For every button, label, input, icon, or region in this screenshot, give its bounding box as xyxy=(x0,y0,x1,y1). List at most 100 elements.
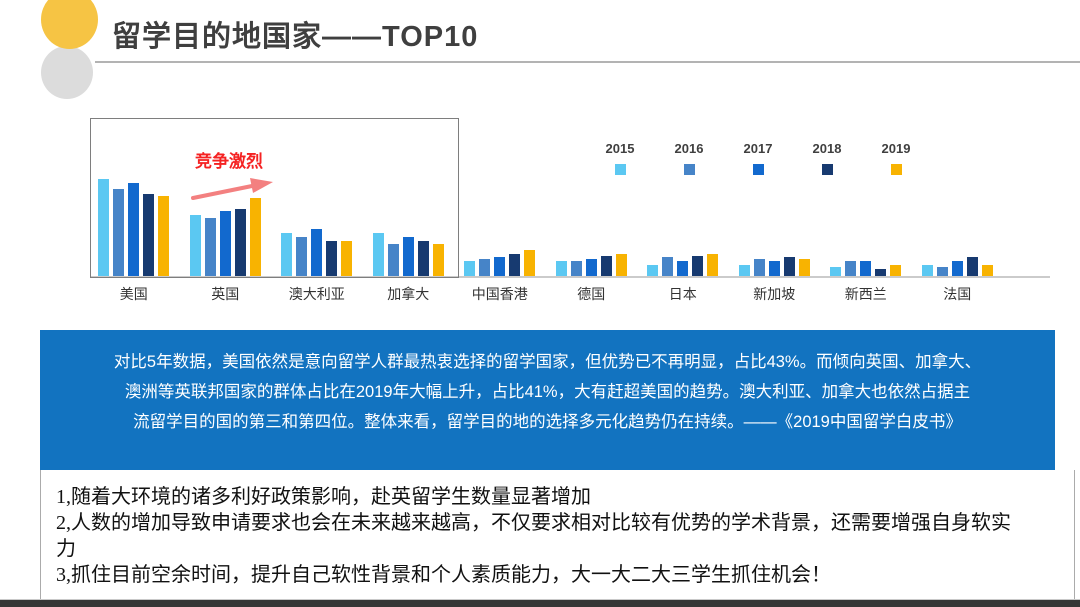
legend-swatch-icon xyxy=(821,164,833,175)
bar-2018 xyxy=(600,256,612,276)
bar-2019 xyxy=(981,265,993,276)
bar-2019 xyxy=(890,265,902,276)
notes-list: 1,随着大环境的诸多利好政策影响，赴英留学生数量显著增加 2,人数的增加导致申请要… xyxy=(56,484,1024,588)
note-item: 2,人数的增加导致申请要求也会在未来越来越高，不仅要求相对比较有优势的学术背景，… xyxy=(56,512,1011,560)
bar-group xyxy=(180,118,272,276)
legend-label: 2019 xyxy=(881,141,911,156)
summary-line: 流留学目的国的第三和第四位。整体来看，留学目的地的选择多元化趋势仍在持续。——《… xyxy=(133,413,962,431)
legend-swatch-icon xyxy=(890,164,902,175)
bar-2016 xyxy=(845,261,857,276)
bar-group xyxy=(820,118,912,276)
bar-2018 xyxy=(326,241,338,276)
legend-label: 2015 xyxy=(605,141,635,156)
note-item: 1,随着大环境的诸多利好政策影响，赴英留学生数量显著增加 xyxy=(56,486,591,508)
legend-swatch-icon xyxy=(752,164,764,175)
category-label: 英国 xyxy=(211,286,240,302)
decor-circle-yellow xyxy=(41,0,98,49)
category-label: 中国香港 xyxy=(471,286,528,302)
page-title: 留学目的地国家——TOP10 xyxy=(112,21,479,53)
legend-swatch-icon xyxy=(614,164,626,175)
bar-group xyxy=(729,118,821,276)
bar-2019 xyxy=(249,198,261,276)
bar-2018 xyxy=(966,257,978,276)
decor-circle-gray xyxy=(41,46,93,99)
summary-box: 对比5年数据，美国依然是意向留学人群最热衷选择的留学国家，但优势已不再明显，占比… xyxy=(40,330,1055,470)
note-item: 3,抓住目前空余时间，提升自己软性背景和个人素质能力，大一大二大三学生抓住机会！ xyxy=(56,564,831,586)
bar-2018 xyxy=(417,241,429,276)
frame-line-right xyxy=(1074,470,1075,600)
legend-label: 2018 xyxy=(812,141,842,156)
legend-item-2018: 2018 xyxy=(807,141,847,175)
bar-2016 xyxy=(296,237,308,276)
bar-2015 xyxy=(98,179,110,276)
bar-2019 xyxy=(432,244,444,276)
bar-2017 xyxy=(128,183,140,276)
bar-2017 xyxy=(860,261,872,276)
bar-2018 xyxy=(692,256,704,276)
bar-2017 xyxy=(311,229,323,276)
bar-2017 xyxy=(677,261,689,276)
summary-line: 澳洲等英联邦国家的群体占比在2019年大幅上升，占比41%，大有赶超美国的趋势。… xyxy=(124,383,971,401)
bar-2015 xyxy=(830,267,842,276)
bar-2016 xyxy=(113,189,125,276)
bar-2017 xyxy=(219,211,231,276)
legend-label: 2017 xyxy=(743,141,773,156)
bar-2015 xyxy=(372,233,384,276)
bar-2016 xyxy=(387,244,399,276)
bar-group xyxy=(637,118,729,276)
category-label: 德国 xyxy=(577,286,606,302)
chart-axis-line xyxy=(90,276,1050,278)
bar-2016 xyxy=(662,257,674,276)
summary-line: 对比5年数据，美国依然是意向留学人群最热衷选择的留学国家，但优势已不再明显，占比… xyxy=(113,353,982,371)
frame-line-left xyxy=(40,470,41,600)
bar-2018 xyxy=(234,209,246,276)
bar-2018 xyxy=(509,254,521,276)
category-label: 日本 xyxy=(668,286,697,302)
bar-2016 xyxy=(753,259,765,276)
bar-2016 xyxy=(479,259,491,276)
bar-2016 xyxy=(204,218,216,276)
bar-group xyxy=(88,118,180,276)
annotation-arrow-icon xyxy=(191,178,273,200)
legend-item-2015: 2015 xyxy=(600,141,640,175)
bar-2018 xyxy=(875,269,887,276)
bar-2019 xyxy=(341,241,353,276)
bar-group xyxy=(271,118,363,276)
chart-category-labels: 美国 英国 澳大利亚 加拿大 中国香港 德国 日本 新加坡 新西兰 法国 xyxy=(88,284,1003,304)
bar-2016 xyxy=(570,261,582,276)
chart-annotation-text: 竞争激烈 xyxy=(195,152,263,171)
category-label: 新西兰 xyxy=(844,286,887,302)
category-label: 法国 xyxy=(943,286,972,302)
legend-label: 2016 xyxy=(674,141,704,156)
bar-chart xyxy=(88,118,1003,276)
bottom-bar xyxy=(0,599,1080,607)
bar-2017 xyxy=(494,257,506,276)
bar-group xyxy=(454,118,546,276)
category-label: 美国 xyxy=(119,286,148,302)
legend-item-2019: 2019 xyxy=(876,141,916,175)
legend-item-2016: 2016 xyxy=(669,141,709,175)
bar-2019 xyxy=(524,250,536,276)
bar-2015 xyxy=(921,265,933,276)
bar-2016 xyxy=(936,267,948,276)
bar-group xyxy=(912,118,1004,276)
bar-2015 xyxy=(281,233,293,276)
bar-2019 xyxy=(798,259,810,276)
bar-2015 xyxy=(555,261,567,276)
bar-2015 xyxy=(464,261,476,276)
bar-2019 xyxy=(707,254,719,276)
bar-2018 xyxy=(783,257,795,276)
bar-group xyxy=(546,118,638,276)
bar-2017 xyxy=(951,261,963,276)
bar-2018 xyxy=(143,194,155,276)
bar-2015 xyxy=(647,265,659,276)
bar-2019 xyxy=(615,254,627,276)
bar-2017 xyxy=(768,261,780,276)
bar-2015 xyxy=(738,265,750,276)
category-label: 澳大利亚 xyxy=(288,286,345,302)
bar-2015 xyxy=(189,215,201,276)
bar-group xyxy=(363,118,455,276)
bar-2017 xyxy=(585,259,597,276)
category-label: 加拿大 xyxy=(387,286,430,302)
legend-swatch-icon xyxy=(683,164,695,175)
